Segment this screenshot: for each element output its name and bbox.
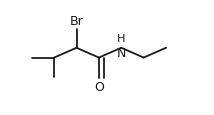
Text: N: N: [116, 46, 126, 59]
Text: O: O: [94, 80, 104, 93]
Text: H: H: [117, 34, 125, 44]
Text: Br: Br: [70, 15, 83, 28]
